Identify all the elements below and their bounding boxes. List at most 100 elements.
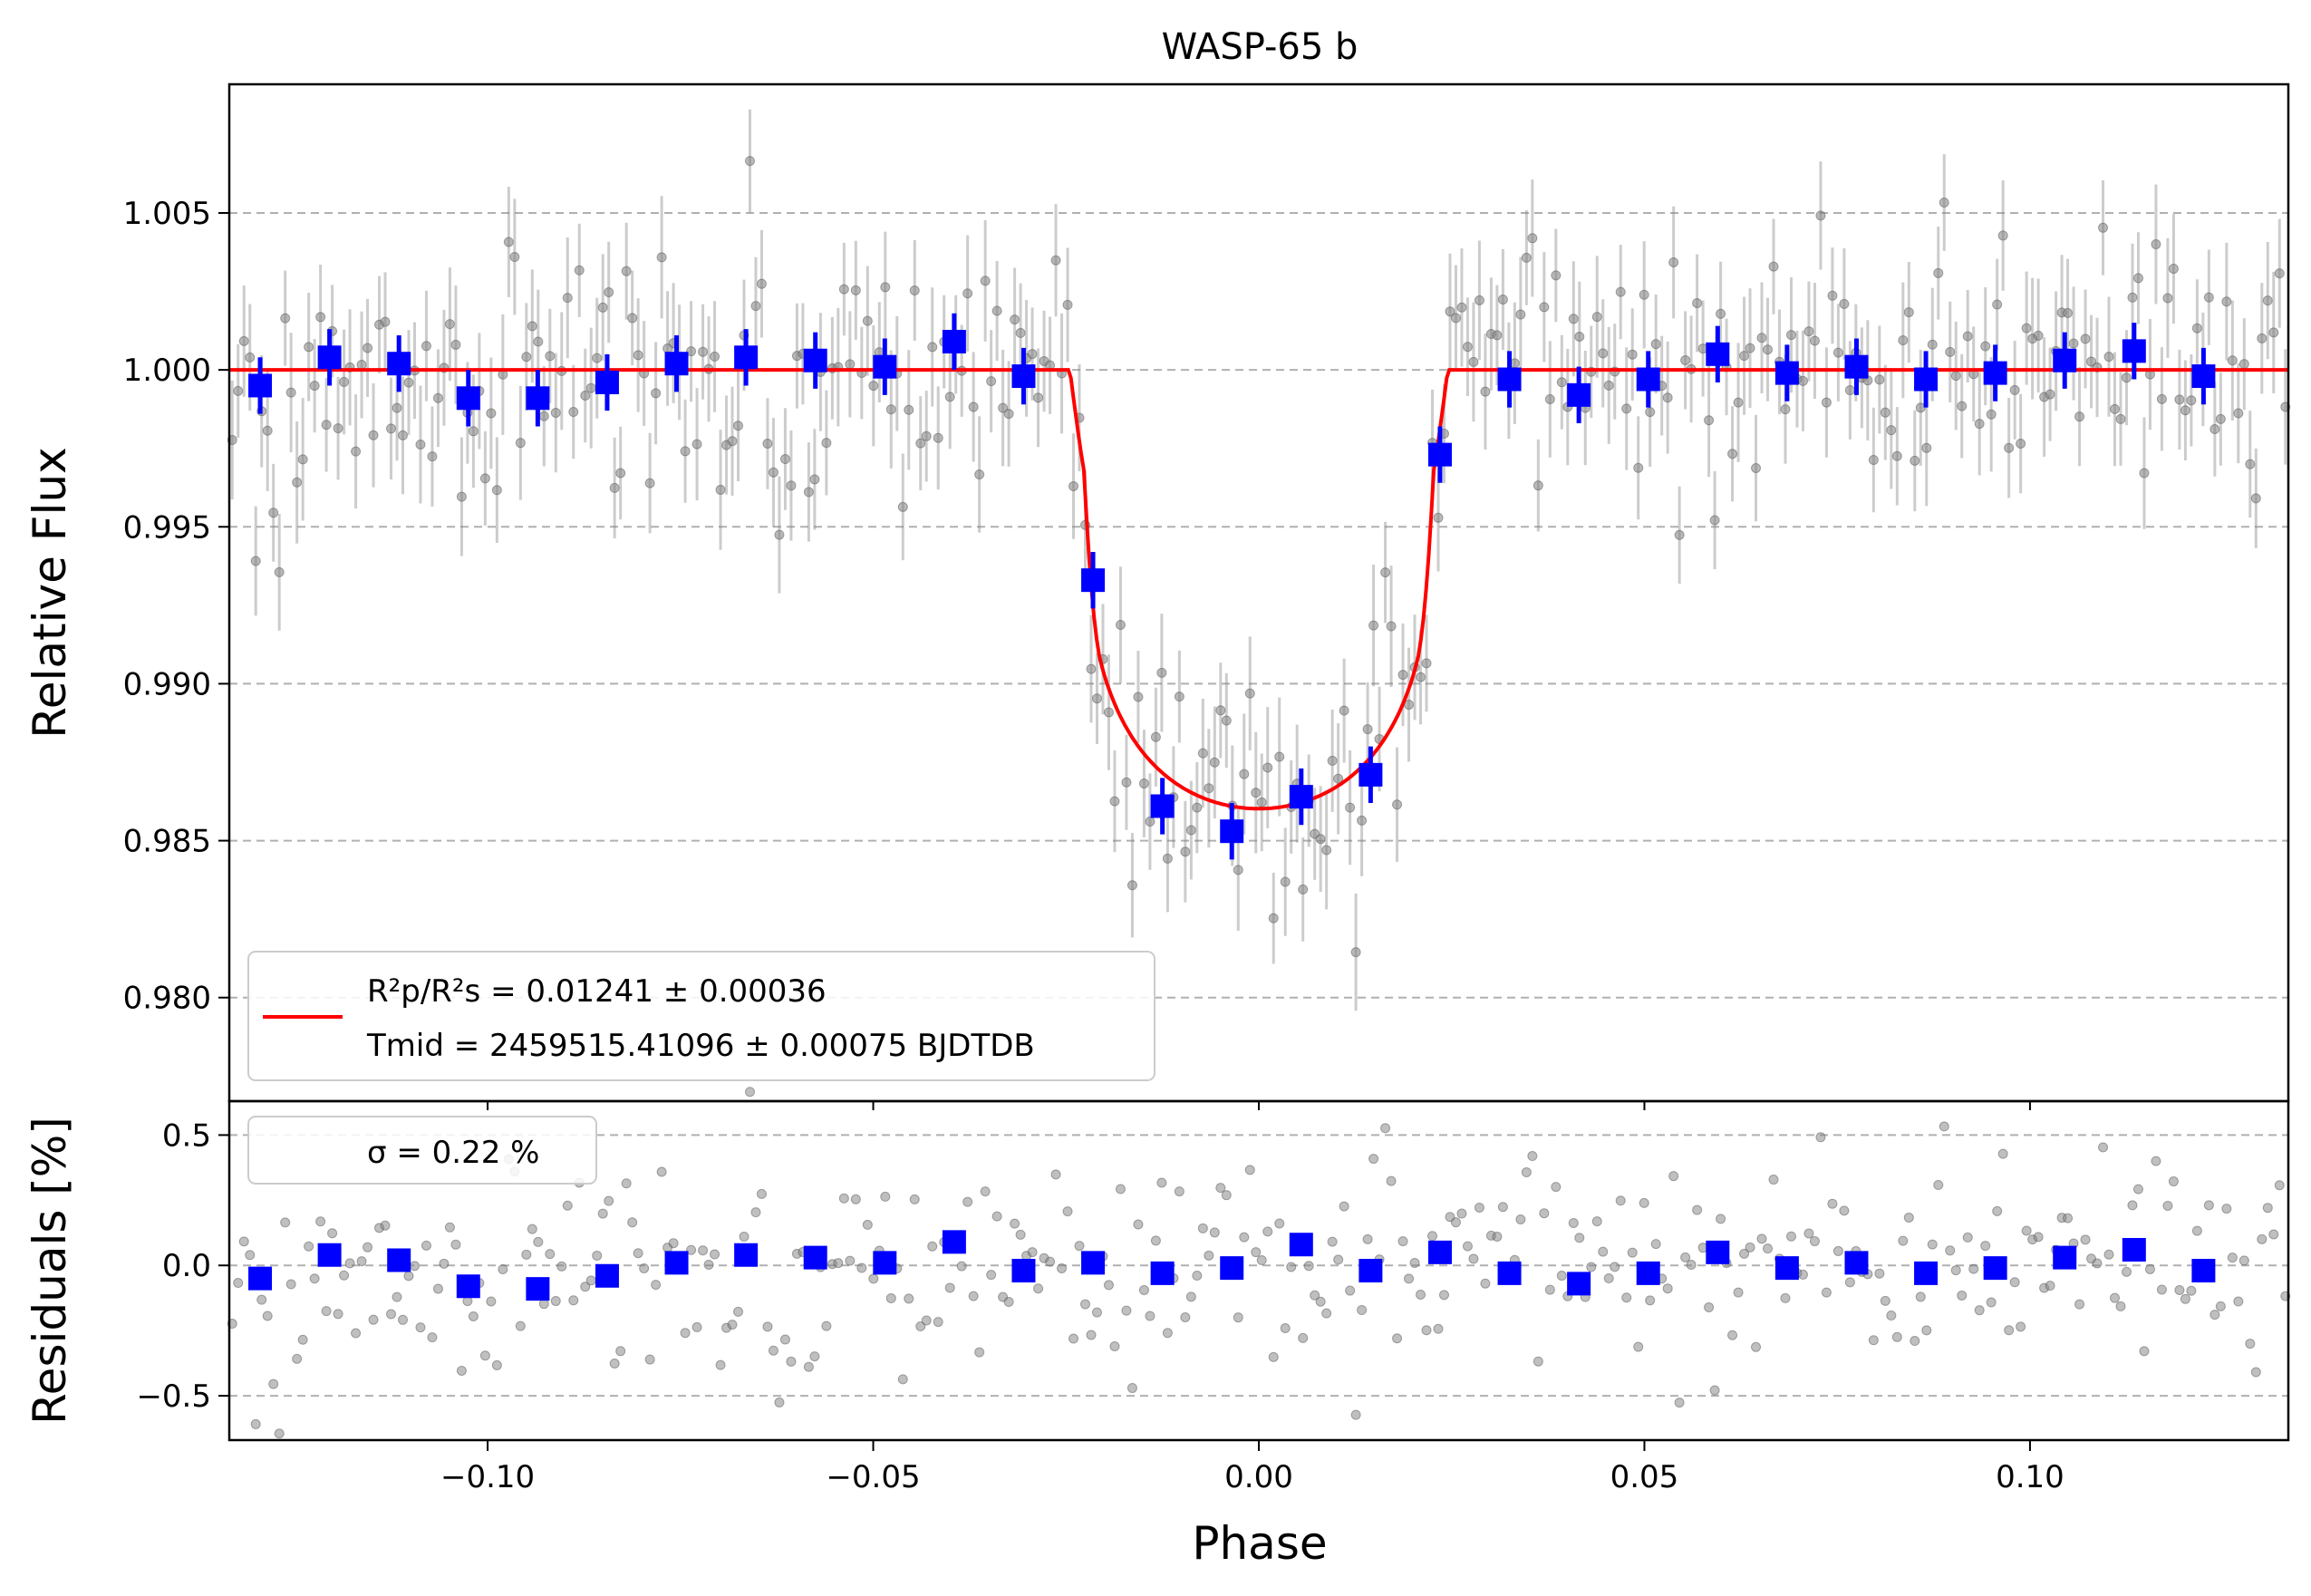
residual-point [915,1321,926,1332]
residual-point [1992,1205,2003,1216]
raw-point [1556,377,1567,388]
residual-point [1739,1248,1750,1259]
raw-point [2215,413,2226,424]
residual-point [2045,1281,2055,1291]
flux-y-tick-label: 1.005 [123,196,211,232]
raw-point [2045,389,2055,400]
residual-point [604,1195,614,1206]
raw-point [2033,330,2044,341]
residual-point [592,1250,603,1261]
residual-point [1268,1351,1279,1362]
raw-point [2156,393,2167,404]
raw-point [850,285,861,295]
residual-point [1704,1301,1715,1312]
residual-point [1015,1229,1026,1240]
raw-point [486,408,497,419]
residual-y-ticks: −0.5 0.0 0.5 [136,1117,229,1415]
residual-binned-point [942,1230,966,1254]
residual-point [392,1291,402,1302]
raw-point [1891,450,1902,461]
residual-point [944,1282,955,1293]
raw-point [904,404,914,415]
binned-point [1706,342,1730,366]
raw-point [750,301,761,312]
raw-point [2098,222,2109,233]
raw-point [1268,913,1279,924]
residual-point [1544,1284,1555,1295]
residual-binned-point [664,1251,689,1275]
raw-point [568,407,579,418]
residual-point [774,1397,785,1407]
residual-point [1185,1291,1196,1302]
raw-point [944,392,955,402]
raw-point [2086,356,2097,367]
raw-point [1480,386,1491,397]
raw-point [521,352,532,363]
binned-point [1220,819,1244,844]
raw-point [1821,397,1832,408]
raw-point [2139,468,2150,479]
raw-point [1262,762,1273,773]
residual-point [668,1238,679,1249]
raw-point [1239,769,1250,779]
raw-point [1204,783,1214,794]
residual-point [968,1291,979,1301]
raw-point [533,336,544,347]
residual-point [498,1264,508,1275]
residual-point [1539,1208,1550,1219]
residual-point [821,1320,832,1331]
residual-point [1709,1385,1720,1396]
raw-point [432,392,443,403]
residual-binned-point [2191,1259,2216,1282]
binned-point [1914,367,1939,392]
residual-point [1286,1262,1297,1272]
residual-point [2151,1156,2161,1166]
residual-point [1680,1252,1691,1262]
x-tick-label: −0.10 [440,1459,535,1495]
raw-point [1886,425,1897,436]
residual-point [862,1219,873,1230]
residual-point [1603,1273,1614,1284]
raw-point [1397,670,1408,681]
residual-point [698,1245,709,1256]
raw-point [1162,853,1173,864]
binned-point [456,386,480,411]
raw-point [609,482,620,493]
raw-point [1785,330,1796,341]
raw-point [456,491,467,502]
residual-legend: σ = 0.22 % [247,1116,597,1185]
raw-point [2151,239,2161,250]
residual-point [739,1232,749,1243]
raw-point [803,487,814,498]
raw-point [786,480,797,491]
residual-point [727,1320,738,1330]
residual-point [1797,1269,1808,1280]
residual-point [921,1315,932,1326]
raw-point [1357,815,1368,826]
residual-point [1321,1308,1332,1319]
residual-point [521,1249,532,1260]
residual-point [550,1296,561,1307]
residual-point [1974,1305,1985,1316]
chart-title: WASP-65 b [1162,26,1359,68]
residual-point [2186,1285,2197,1296]
residual-point [1756,1233,1767,1244]
residual-point [1933,1180,1944,1191]
residual-point [756,1188,767,1199]
residual-point [2004,1325,2015,1336]
raw-point [1680,354,1691,365]
raw-point [333,423,343,434]
raw-point [968,401,979,412]
raw-point [1950,371,1961,382]
binned-point [1636,367,1660,392]
residual-point [909,1194,920,1204]
raw-point [627,313,638,324]
residual-point [1880,1295,1890,1306]
raw-point [927,342,938,353]
raw-point [974,469,985,479]
raw-point [1627,349,1638,360]
raw-point [1433,512,1444,523]
raw-point [356,360,367,371]
residual-point [427,1332,438,1343]
